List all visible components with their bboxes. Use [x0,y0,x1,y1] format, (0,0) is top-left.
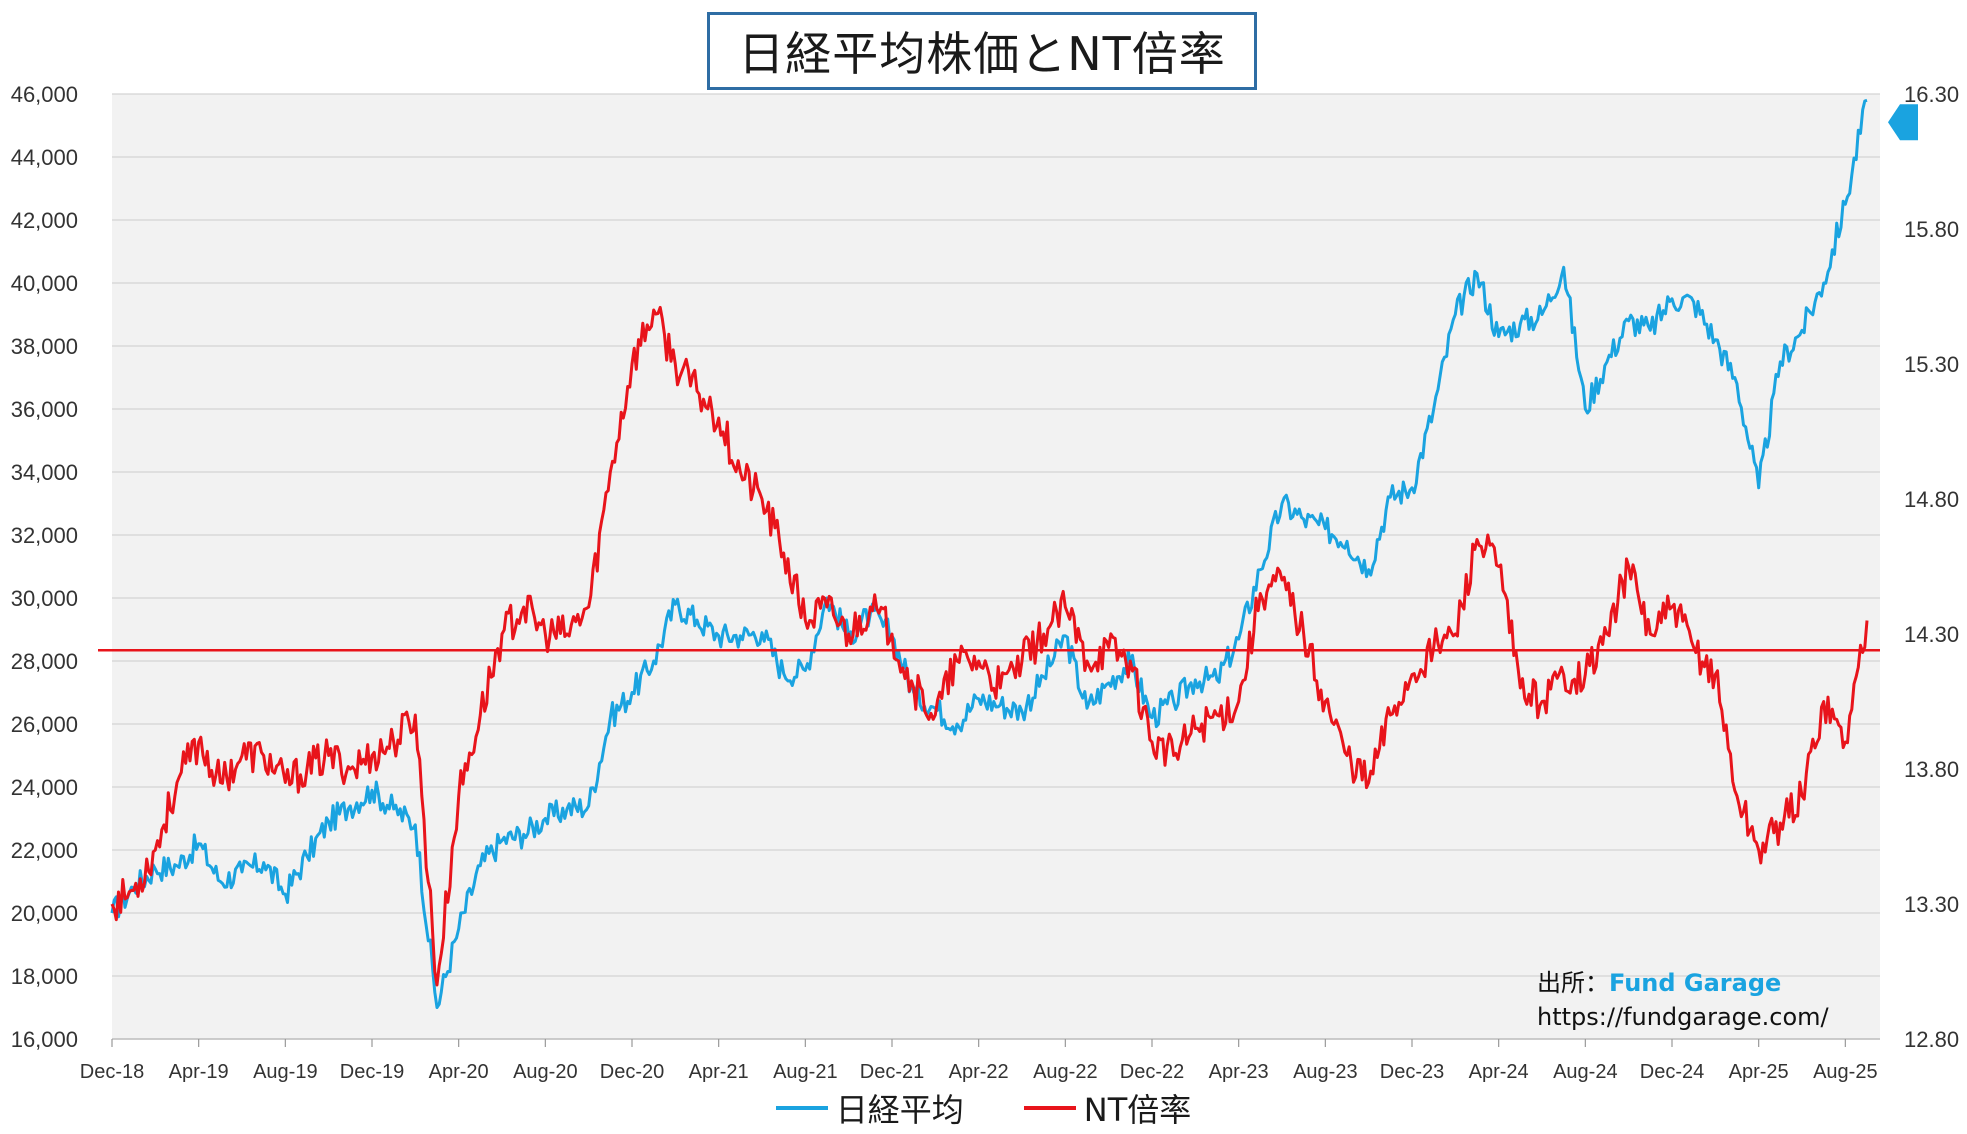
x-tick-label: Aug-20 [513,1061,578,1083]
x-tick-label: Apr-24 [1469,1061,1529,1083]
x-tick-label: Apr-21 [689,1061,749,1083]
x-tick-label: Aug-23 [1293,1061,1358,1083]
legend-item-nikkei: 日経平均 [775,1085,964,1131]
y-left-tick-label: 18,000 [11,964,78,989]
y-right-tick-label: 15.30 [1904,352,1959,377]
x-axis: Dec-18 Apr-19 Aug-19 Dec-19 Apr-20 Aug-20 Dec-… [80,1038,1880,1083]
x-tick-label: Apr-23 [1209,1061,1269,1083]
y-left-tick-label: 36,000 [11,397,78,422]
y-axis-right: 12.80 13.30 13.80 14.30 14.80 15.30 15.80 16.30 [1904,82,1959,1052]
x-tick-label: Aug-22 [1033,1061,1098,1083]
legend: 日経平均 NT倍率 [0,1085,1967,1131]
y-left-tick-label: 46,000 [11,82,78,107]
source-brand: Fund Garage [1609,969,1782,997]
y-right-tick-label: 16.30 [1904,82,1959,107]
legend-swatch-nt [1023,1106,1076,1110]
y-left-tick-label: 20,000 [11,901,78,926]
x-tick-label: Aug-19 [253,1061,318,1083]
x-tick-label: Dec-23 [1380,1061,1444,1083]
series-line-nikkei [110,98,1868,1009]
y-left-tick-label: 30,000 [11,586,78,611]
x-tick-label: Apr-20 [429,1061,489,1083]
legend-item-nt: NT倍率 [1023,1085,1192,1131]
y-right-tick-label: 15.80 [1904,217,1959,242]
x-tick-label: Apr-19 [169,1061,229,1083]
y-left-tick-label: 28,000 [11,649,78,674]
x-tick-label: Aug-25 [1813,1061,1878,1083]
y-left-tick-label: 38,000 [11,334,78,359]
legend-label-nt: NT倍率 [1083,1091,1192,1129]
y-left-tick-label: 32,000 [11,523,78,548]
x-tick-label: Dec-19 [340,1061,404,1083]
marker-layer [1888,104,1918,141]
y-left-tick-label: 22,000 [11,838,78,863]
source-url: https://fundgarage.com/ [1537,1003,1829,1031]
latest-value-marker [1888,104,1918,141]
source-note: 出所：Fund Garage https://fundgarage.com/ [1537,966,1829,1034]
y-left-tick-label: 40,000 [11,271,78,296]
x-tick-label: Dec-21 [860,1061,924,1083]
source-row: 出所：Fund Garage [1537,966,1829,1000]
y-left-tick-label: 34,000 [11,460,78,485]
y-right-tick-label: 14.30 [1904,622,1959,647]
chart-title: 日経平均株価とNT倍率 [738,27,1226,81]
legend-label-nikkei: 日経平均 [835,1091,964,1129]
chart-title-box: 日経平均株価とNT倍率 [707,12,1257,90]
x-tick-label: Dec-22 [1120,1061,1184,1083]
x-tick-label: Dec-20 [600,1061,664,1083]
x-tick-label: Apr-22 [949,1061,1009,1083]
source-label: 出所： [1537,969,1609,997]
x-tick-label: Aug-24 [1553,1061,1618,1083]
series-line-nt [110,305,1869,987]
y-right-tick-label: 13.80 [1904,757,1959,782]
series-layer [110,98,1869,1009]
y-left-tick-label: 26,000 [11,712,78,737]
y-axis-left: 16,000 18,000 20,000 22,000 24,000 26,000 28,0… [11,82,78,1052]
y-left-tick-label: 44,000 [11,145,78,170]
x-tick-label: Dec-24 [1640,1061,1704,1083]
x-tick-label: Apr-25 [1729,1061,1789,1083]
y-left-tick-label: 42,000 [11,208,78,233]
y-left-tick-label: 24,000 [11,775,78,800]
x-tick-label: Dec-18 [80,1061,144,1083]
gridlines [112,93,1880,1040]
y-right-tick-label: 13.30 [1904,892,1959,917]
x-tick-label: Aug-21 [773,1061,838,1083]
y-right-tick-label: 12.80 [1904,1027,1959,1052]
y-right-tick-label: 14.80 [1904,487,1959,512]
plot-area [112,94,1880,1039]
legend-swatch-nikkei [775,1106,828,1110]
y-left-tick-label: 16,000 [11,1027,78,1052]
